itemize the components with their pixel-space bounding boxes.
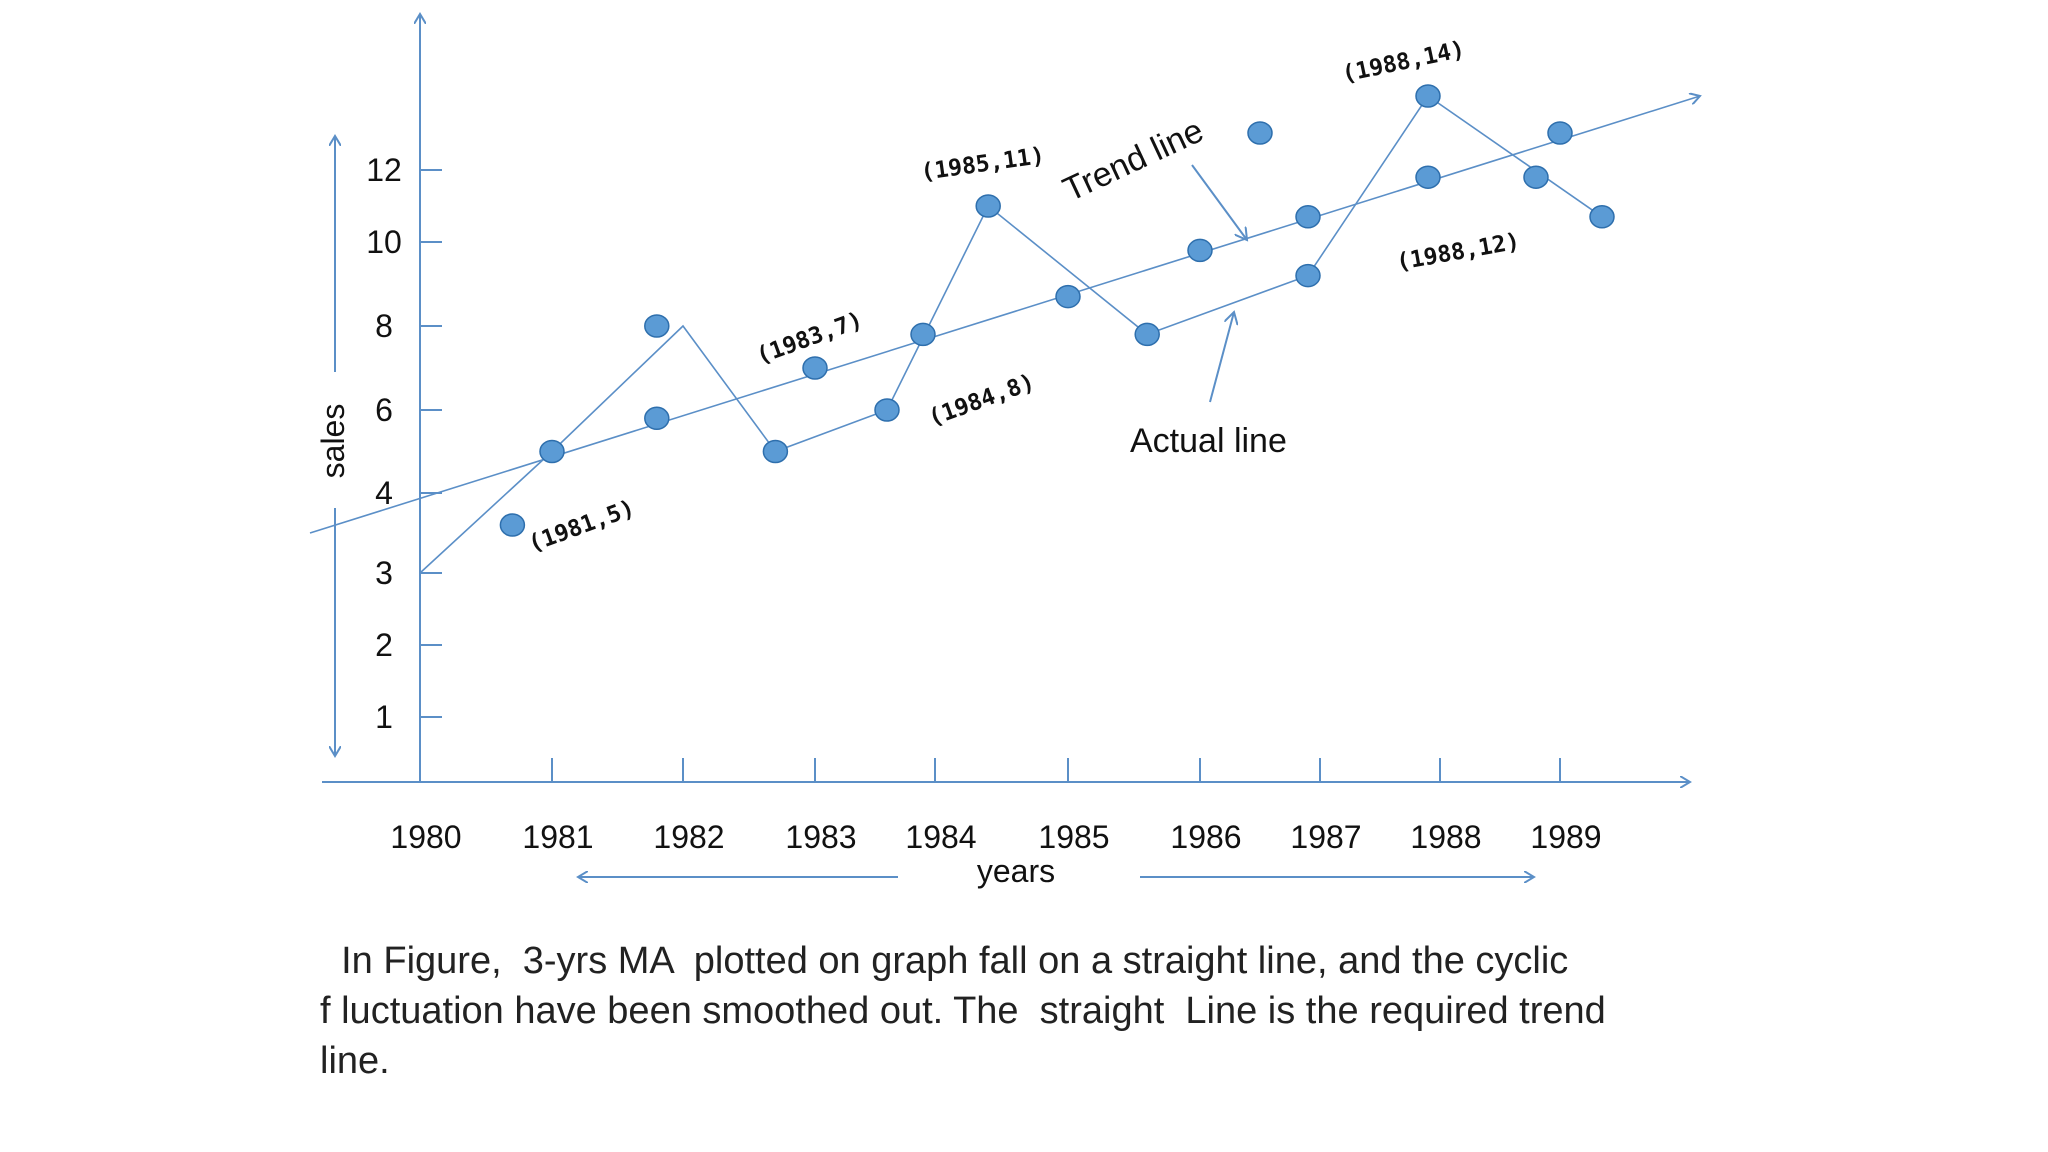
x-tick-label: 1986: [1170, 819, 1241, 855]
x-tick-label: 1983: [785, 819, 856, 855]
x-tick-label: 1984: [905, 819, 976, 855]
data-point: [1055, 284, 1081, 309]
caption-line-3: line.: [320, 1040, 390, 1082]
annotation-1988-14: (1988,14): [1340, 37, 1467, 88]
data-point: [1134, 322, 1160, 347]
caption-line-1: In Figure, 3-yrs MA plotted on graph fal…: [320, 940, 1569, 982]
x-ticks: 1980 1981 1982 1983 1984 1985 1986 1987 1988 1989: [390, 758, 1602, 855]
series-layer: [309, 94, 1700, 574]
y-tick-label: 1: [375, 699, 393, 735]
trend-line-label: Trend line: [1057, 111, 1209, 209]
annotation-1988-12: (1988,12): [1395, 229, 1522, 276]
data-point: [975, 194, 1001, 218]
annotation-1984-8: (1984,8): [925, 369, 1038, 431]
x-axis-title: years: [977, 853, 1055, 889]
annotation-1985-11: (1985,11): [919, 143, 1046, 186]
x-tick-label: 1987: [1290, 819, 1361, 855]
data-point: [802, 356, 828, 380]
y-tick-label: 2: [375, 627, 393, 663]
actual-line-pointer: [1209, 312, 1234, 403]
caption-line-2: f luctuation have been smoothed out. The…: [320, 990, 1606, 1032]
data-point: [1415, 84, 1441, 108]
data-point: [1295, 205, 1321, 229]
actual-line-label: Actual line: [1130, 422, 1287, 460]
data-point: [644, 406, 670, 431]
data-point: [874, 398, 900, 422]
trend-line: [309, 96, 1700, 534]
y-tick-label: 8: [375, 308, 393, 344]
y-tick-label: 12: [366, 152, 402, 188]
data-point: [499, 513, 526, 537]
y-tick-label: 10: [366, 224, 402, 260]
y-tick-label: 4: [375, 475, 393, 511]
caption: In Figure, 3-yrs MA plotted on graph fal…: [320, 936, 1760, 1086]
marker-layer: [499, 84, 1615, 537]
y-axis-title: sales: [315, 404, 351, 479]
data-point: [910, 322, 936, 347]
data-point: [1295, 263, 1321, 288]
x-tick-label: 1988: [1410, 819, 1481, 855]
x-tick-label: 1981: [522, 819, 593, 855]
data-point: [762, 439, 789, 464]
x-tick-label: 1982: [653, 819, 724, 855]
x-tick-label: 1989: [1530, 819, 1601, 855]
data-point: [539, 439, 565, 464]
data-point: [1589, 205, 1615, 229]
x-tick-label: 1980: [390, 819, 461, 855]
data-point: [1247, 121, 1273, 145]
y-tick-label: 3: [375, 555, 393, 591]
trend-line-pointer: [1191, 164, 1247, 240]
data-point: [1523, 165, 1549, 189]
data-point: [644, 314, 670, 338]
actual-line: [419, 94, 1603, 574]
annotation-1981-5: (1981,5): [525, 495, 638, 557]
data-point: [1415, 165, 1441, 189]
data-point: [1187, 238, 1213, 263]
x-tick-label: 1985: [1038, 819, 1109, 855]
y-tick-label: 6: [375, 392, 393, 428]
data-point: [1547, 121, 1573, 145]
